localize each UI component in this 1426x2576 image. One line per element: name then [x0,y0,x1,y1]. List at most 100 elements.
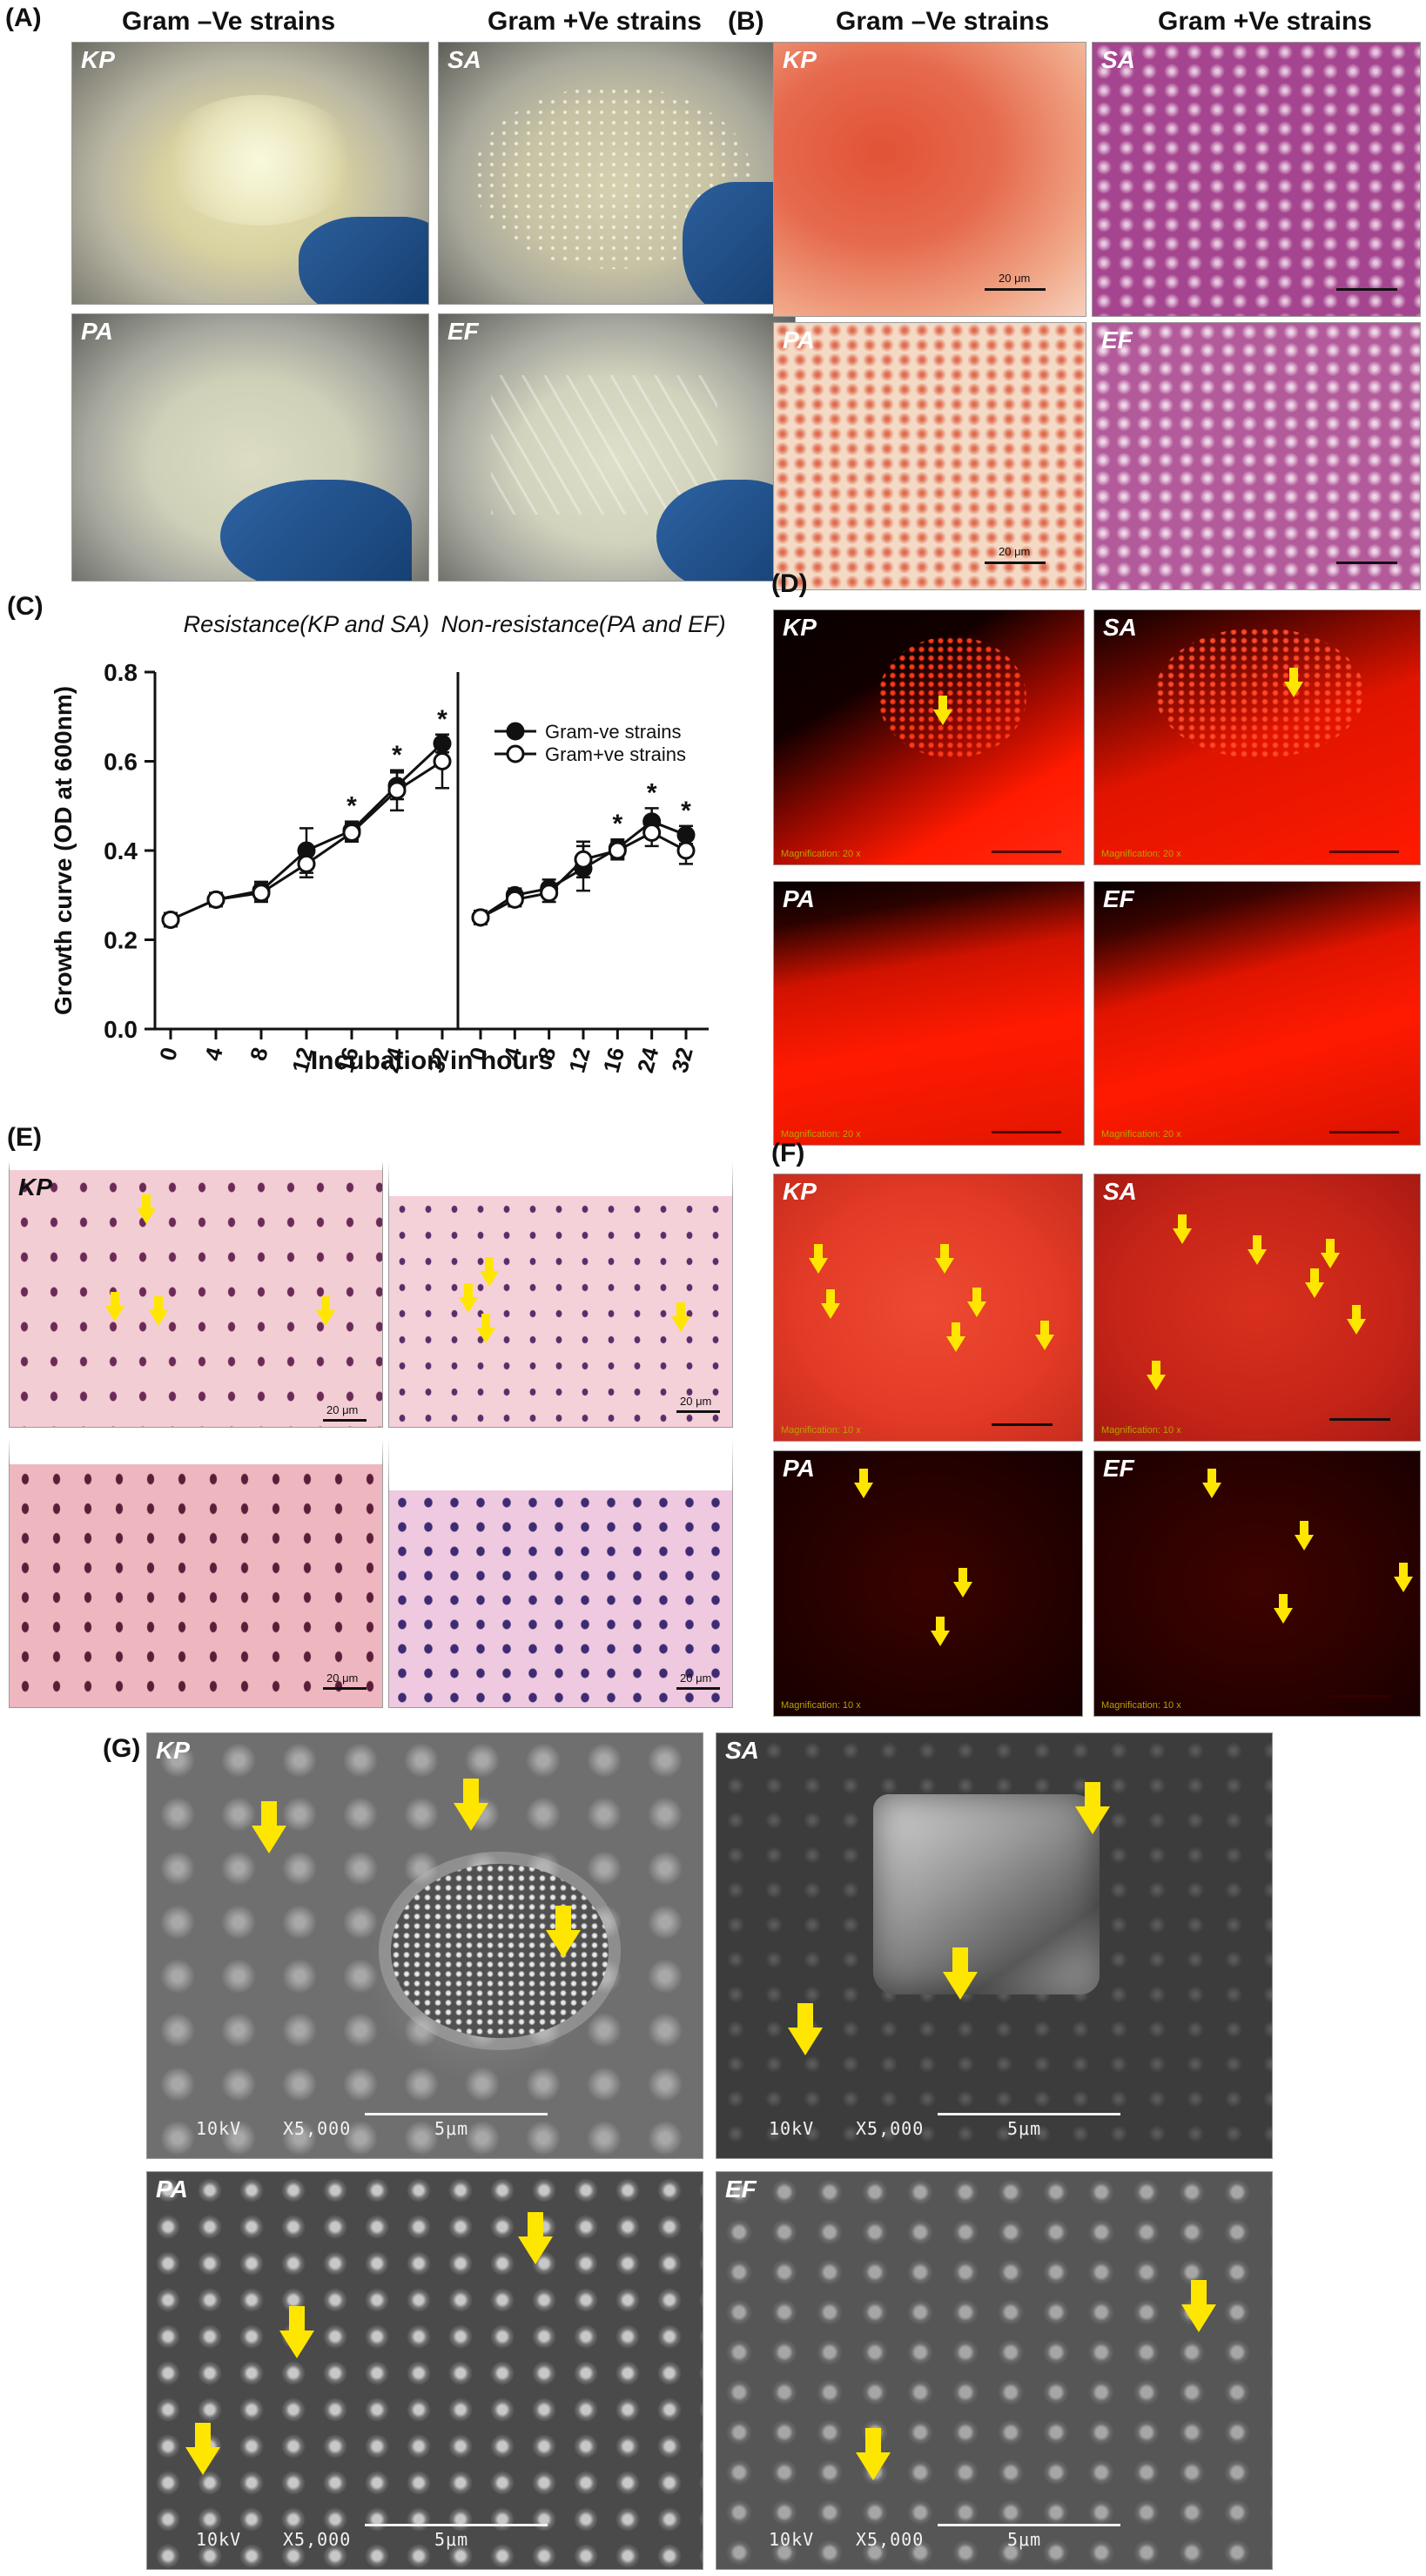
panel-b-stain-ef: EF [1092,322,1421,590]
tile-label: SA [1103,1178,1137,1205]
tile-label: SA [725,1737,759,1764]
streak-lines [491,375,717,515]
cell-cluster [873,1794,1100,1994]
panel-e-label: (E) [7,1123,42,1152]
yellow-arrow [316,1296,335,1326]
sem-scale-bar [938,2524,1120,2526]
panel-e-histo-sa: 20 μm SA [388,1161,733,1428]
data-point [540,884,559,903]
yellow-arrow [185,2423,220,2475]
panel-f-fluor-pa: Magnification: 10 x PA [773,1450,1083,1717]
tile-label: EF [725,2176,757,2203]
significance-star: * [437,705,447,734]
magnification-text: Magnification: 20 x [1101,849,1181,859]
tile-label: KP [81,46,115,73]
sem-magnification-text: X5,000 [283,2529,352,2550]
magnification-text: Magnification: 20 x [781,1129,861,1140]
sem-kv-text: 10kV [196,2118,242,2139]
tile-label: PA [81,318,113,345]
yellow-arrow [809,1244,828,1274]
yellow-arrow [1321,1239,1340,1268]
panel-b-header-gram-neg: Gram –Ve strains [836,7,1050,36]
data-point [252,884,271,903]
yellow-arrow [1035,1321,1054,1350]
sem-scale-text: 5μm [1007,2529,1042,2550]
scale-bar [992,1131,1061,1133]
tile-label: PA [783,885,815,912]
yellow-arrow [1394,1563,1413,1592]
panel-e-histo-pa: 20 μm PA [9,1438,383,1708]
cell-speckle [1155,628,1364,758]
significance-star: * [346,792,357,821]
x-tick-label: 12 [563,1045,595,1076]
tile-label: PA [783,326,815,353]
scale-bar-text: 20 μm [999,545,1031,558]
scale-bar-text: 20 μm [999,272,1031,285]
sem-kv-text: 10kV [769,2529,815,2550]
data-point [387,781,407,800]
tile-label: PA [18,1440,50,1467]
scale-bar [1336,562,1397,564]
legend-marker [506,722,525,741]
scale-bar [676,1410,720,1413]
tile-label: PA [156,2176,188,2203]
tile-label: KP [783,1178,817,1205]
yellow-arrow [476,1314,495,1343]
yellow-arrow [1147,1361,1166,1390]
tile-label: SA [1101,46,1135,73]
data-point [642,824,662,842]
panel-d-label: (D) [771,569,808,598]
sem-scale-text: 5μm [1007,2118,1042,2139]
yellow-arrow [1305,1268,1324,1298]
yellow-arrow [854,1469,873,1498]
legend-marker [506,744,525,763]
subplot-title: Resistance(KP and SA) [184,611,430,637]
magnification-text: Magnification: 10 x [1101,1700,1181,1711]
x-tick-label: 0 [154,1045,183,1064]
tile-label: SA [447,46,481,73]
scale-bar [1329,1695,1390,1698]
panel-f-label: (F) [771,1139,805,1167]
yellow-arrow [1347,1305,1366,1335]
sem-magnification-text: X5,000 [856,2529,925,2550]
x-axis-label: Incubation in hours [311,1046,553,1075]
data-point [505,890,524,909]
tile-label: SA [1103,614,1137,641]
yellow-arrow [821,1289,840,1319]
scale-bar [985,562,1046,564]
yellow-arrow [1295,1521,1314,1550]
yellow-arrow [967,1288,986,1317]
panel-c-label: (C) [7,592,44,621]
sem-kv-text: 10kV [196,2529,242,2550]
panel-d-fluor-pa: Magnification: 20 x PA [773,881,1085,1146]
data-point [676,841,696,860]
yellow-arrow [518,2212,553,2264]
yellow-arrow [1181,2280,1216,2332]
magnification-text: Magnification: 10 x [781,1700,861,1711]
subplot-title: Non-resistance(PA and EF) [441,611,725,637]
y-tick-label: 0.2 [104,927,138,954]
cell-speckle [878,636,1026,758]
scale-bar-text: 20 μm [680,1671,712,1685]
significance-star: * [392,741,402,770]
legend-entry: Gram+ve strains [545,743,686,765]
panel-e-histo-kp: 20 μm KP [9,1161,383,1428]
panel-g-sem-ef: 10kV X5,000 5μm EF [716,2171,1273,2570]
scale-bar [1336,288,1397,291]
tile-label: EF [1101,326,1133,353]
yellow-arrow [946,1322,965,1352]
data-point [433,752,452,770]
y-axis-label: Growth curve (OD at 600nm) [50,686,77,1015]
panel-a-plate-pa: PA [71,313,429,582]
yellow-arrow [1274,1594,1293,1624]
tile-label: EF [398,1442,429,1469]
tile-label: SA [398,1165,432,1192]
scale-bar [1329,851,1399,853]
magnification-text: Magnification: 20 x [781,849,861,859]
significance-star: * [612,810,622,838]
gloved-hand [299,217,428,304]
yellow-arrow [943,1947,978,2000]
panel-a-label: (A) [5,3,42,32]
yellow-arrow [1075,1782,1110,1834]
panel-a-plate-kp: KP [71,42,429,305]
